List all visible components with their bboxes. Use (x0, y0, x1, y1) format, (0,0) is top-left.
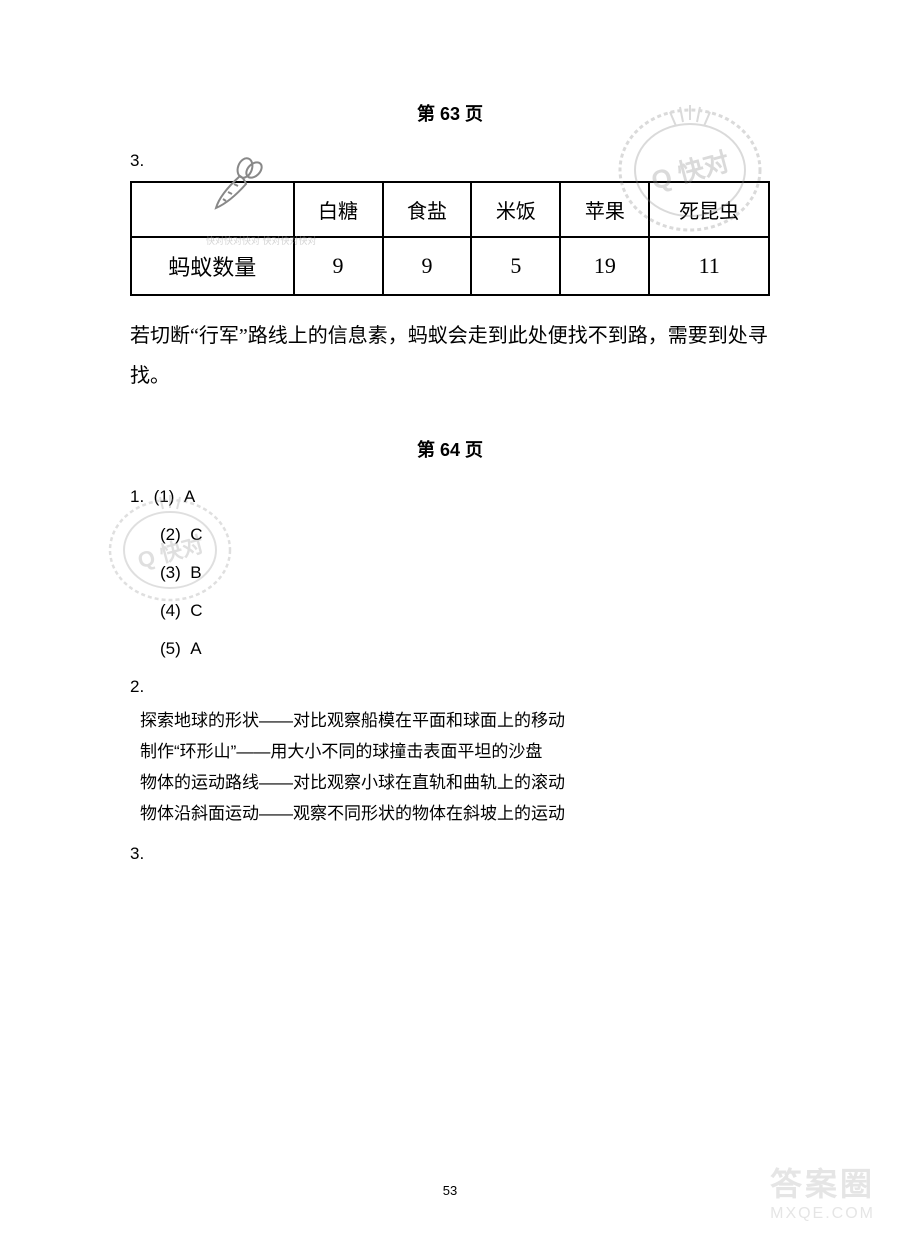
table-cell: 11 (649, 237, 769, 295)
q2-item: 制作“环形山”——用大小不同的球撞击表面平坦的沙盘 (140, 738, 770, 767)
q2-block: 2. 探索地球的形状——对比观察船模在平面和球面上的移动 制作“环形山”——用大… (130, 677, 770, 829)
sub-answer: (3) B (160, 563, 770, 583)
watermark-title: 答案圈 (770, 1159, 875, 1205)
q2-item: 探索地球的形状——对比观察船模在平面和球面上的移动 (140, 707, 770, 736)
page-number: 53 (0, 1183, 900, 1198)
sub-answer: (4) C (160, 601, 770, 621)
sub-answer: (2) C (160, 525, 770, 545)
stamp-watermark-top: Q 快对 (610, 100, 770, 240)
q3-block: 3. (130, 844, 770, 864)
table-header-cell: 白糖 (294, 182, 383, 237)
svg-text:Q 快对: Q 快对 (135, 532, 206, 574)
table-header-cell: 食盐 (383, 182, 472, 237)
q2-item: 物体的运动路线——对比观察小球在直轨和曲轨上的滚动 (140, 769, 770, 798)
table-header-cell: 米饭 (471, 182, 560, 237)
stamp-watermark-left: Q 快对 (100, 490, 240, 610)
svg-text:Q 快对: Q 快对 (648, 146, 733, 196)
carrot-icon (210, 156, 270, 216)
small-watermark-text: 快对快对快对 快对快对快对 (206, 237, 317, 247)
site-watermark: 答案圈 MXQE.COM (770, 1159, 875, 1223)
q3-number-p64: 3. (130, 844, 770, 864)
explanation-text: 若切断“行军”路线上的信息素，蚂蚁会走到此处便找不到路，需要到处寻找。 (130, 316, 770, 396)
watermark-url: MXQE.COM (770, 1205, 875, 1223)
sub-answer: (5) A (160, 639, 770, 659)
page-64-heading: 第 64 页 (130, 436, 770, 462)
table-cell: 9 (383, 237, 472, 295)
table-cell: 5 (471, 237, 560, 295)
q2-item: 物体沿斜面运动——观察不同形状的物体在斜坡上的运动 (140, 800, 770, 829)
q2-content: 探索地球的形状——对比观察船模在平面和球面上的移动 制作“环形山”——用大小不同… (140, 707, 770, 829)
table-cell: 19 (560, 237, 649, 295)
q2-number: 2. (130, 677, 770, 697)
